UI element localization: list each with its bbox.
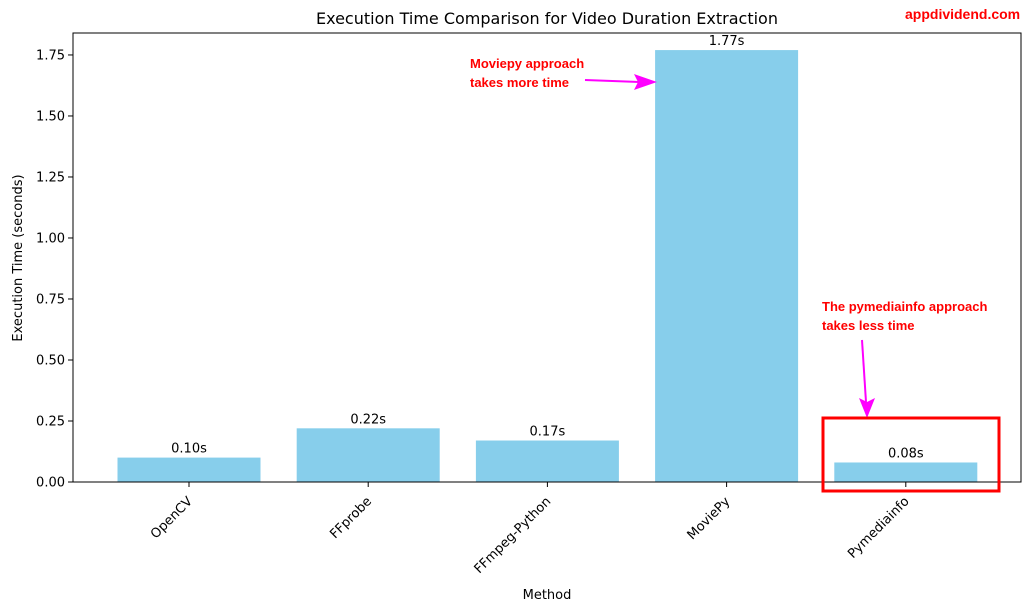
y-tick-label: 1.25 [36, 170, 65, 185]
pymediainfo-arrow-head [859, 398, 875, 418]
bar-value-label: 1.77s [709, 34, 745, 49]
pymediainfo-arrow-line [861, 339, 867, 403]
bar-value-label: 0.17s [530, 425, 566, 440]
y-tick-label: 0.50 [36, 353, 65, 368]
y-tick-label: 1.50 [36, 109, 65, 124]
pymediainfo-annotation-line2: takes less time [822, 318, 915, 333]
bar-ffmpeg-python [475, 440, 619, 482]
chart-title: Execution Time Comparison for Video Dura… [316, 9, 778, 28]
bar-opencv [117, 457, 261, 482]
bar-value-label: 0.08s [888, 446, 924, 461]
x-tick-label: Pymediainfo [845, 494, 912, 561]
bar-pymediainfo [834, 462, 978, 482]
moviepy-annotation-line2: takes more time [470, 75, 569, 90]
pymediainfo-highlight-box [821, 416, 1001, 493]
pymediainfo-annotation: The pymediainfo approach takes less time [822, 297, 987, 335]
moviepy-arrow-line [584, 79, 641, 83]
x-tick-label: OpenCV [148, 494, 196, 542]
x-tick-label: FFmpeg-Python [472, 494, 555, 577]
y-axis-label: Execution Time (seconds) [11, 174, 26, 341]
x-tick-label: FFprobe [327, 494, 375, 542]
moviepy-annotation: Moviepy approach takes more time [470, 54, 584, 92]
y-tick-label: 1.75 [36, 48, 65, 63]
annotation-arrows [584, 74, 1001, 493]
bar-moviepy [655, 50, 799, 483]
y-tick-label: 1.00 [36, 231, 65, 246]
y-tick-label: 0.75 [36, 292, 65, 307]
moviepy-arrow-head [634, 74, 657, 90]
bar-value-label: 0.22s [350, 412, 386, 427]
bar-ffprobe [296, 428, 440, 482]
y-tick-label: 0.00 [36, 476, 65, 491]
y-tick-label: 0.25 [36, 414, 65, 429]
moviepy-annotation-line1: Moviepy approach [470, 56, 585, 71]
bar-value-label: 0.10s [171, 442, 207, 457]
x-tick-label: MoviePy [685, 494, 734, 543]
bars-layer: 0.10s 0.22s 0.17s 1.77s 0.08s [117, 34, 978, 483]
watermark: appdividend.com [905, 6, 1021, 22]
pymediainfo-annotation-line1: The pymediainfo approach [822, 299, 988, 314]
x-axis-label: Method [523, 588, 572, 602]
axes-frame [72, 32, 1022, 483]
